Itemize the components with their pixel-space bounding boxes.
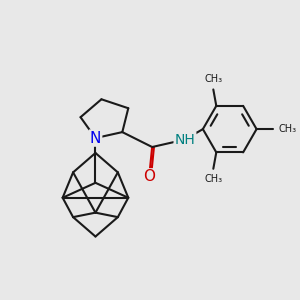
Text: CH₃: CH₃ <box>278 124 296 134</box>
Text: NH: NH <box>175 133 195 147</box>
Text: CH₃: CH₃ <box>204 74 222 84</box>
Text: CH₃: CH₃ <box>204 174 222 184</box>
Text: N: N <box>90 130 101 146</box>
Text: O: O <box>143 169 155 184</box>
